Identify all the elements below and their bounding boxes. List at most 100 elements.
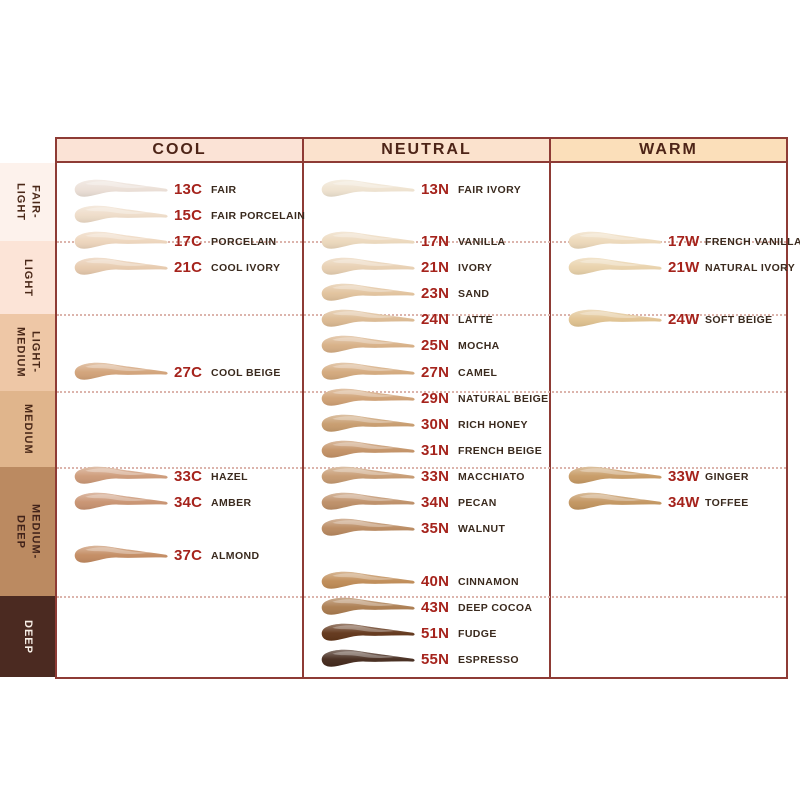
shade-name: MACCHIATO [458, 471, 525, 484]
shade-code: 33W [668, 468, 700, 486]
column-header-row: COOL NEUTRAL WARM [57, 139, 786, 163]
shade-code: 23N [421, 285, 450, 303]
shade-name: FRENCH BEIGE [458, 445, 543, 457]
shade-name: PORCELAIN [211, 235, 277, 248]
foundation-swatch-icon [568, 493, 662, 510]
shade-name: AMBER [211, 497, 252, 510]
shade-item: 43N DEEP COCOA [304, 594, 532, 620]
shade-name: ALMOND [211, 549, 260, 562]
foundation-swatch-icon [74, 257, 168, 275]
shade-item: 24N LATTE [304, 307, 493, 333]
shade-code: 21N [421, 258, 450, 276]
shade-item: 55N ESPRESSO [304, 647, 519, 673]
shade-code: 13N [421, 180, 450, 198]
shade-name: VANILLA [458, 235, 506, 248]
shade-name: SAND [458, 288, 490, 301]
shade-item: 33N MACCHIATO [304, 464, 525, 490]
foundation-swatch-icon [321, 362, 415, 380]
column-cool: 13C FAIR 15C FAIR PORCELAIN 17C PORCELAI… [57, 163, 306, 677]
shade-item: 33W GINGER [551, 464, 749, 490]
shade-name: NATURAL BEIGE [458, 392, 549, 405]
group-separator-line [57, 241, 786, 243]
foundation-swatch-icon [321, 388, 415, 406]
shade-item: 17W FRENCH VANILLA [551, 228, 800, 254]
foundation-swatch-icon [321, 310, 415, 327]
depth-group-label: LIGHT- MEDIUM [14, 327, 42, 378]
depth-group-medium-deep: MEDIUM- DEEP [0, 467, 55, 596]
foundation-swatch-icon [321, 623, 415, 641]
shade-item: 21C COOL IVORY [57, 254, 280, 280]
shade-item: 34N PECAN [304, 490, 497, 516]
shade-name: COOL BEIGE [211, 366, 281, 379]
shade-item: 23N SAND [304, 281, 489, 307]
foundation-swatch-icon [321, 179, 415, 197]
shade-code: 33N [421, 468, 450, 486]
shade-name: SOFT BEIGE [705, 314, 773, 327]
shade-name: RICH HONEY [458, 418, 528, 431]
shade-name: FAIR IVORY [458, 183, 522, 196]
shade-name: GINGER [705, 471, 749, 484]
shade-name: FRENCH VANILLA [705, 235, 800, 248]
foundation-swatch-icon [321, 466, 415, 484]
foundation-swatch-icon [74, 466, 168, 484]
foundation-swatch-icon [321, 440, 415, 458]
shade-item: 21W NATURAL IVORY [551, 254, 795, 280]
column-header-cool: COOL [57, 139, 304, 161]
depth-group-label: MEDIUM- DEEP [14, 503, 42, 560]
depth-group-label: LIGHT [21, 258, 34, 297]
depth-sidebar: FAIR- LIGHT LIGHT LIGHT- MEDIUM MEDIUM M… [0, 163, 55, 677]
shade-item: 17N VANILLA [304, 228, 506, 254]
shade-name: COOL IVORY [211, 261, 281, 274]
foundation-swatch-icon [321, 493, 415, 510]
shade-name: NATURAL IVORY [705, 261, 796, 274]
shade-name: FAIR [211, 183, 237, 196]
shade-item: 30N RICH HONEY [304, 411, 528, 437]
foundation-swatch-icon [568, 310, 662, 327]
shade-item: 25N MOCHA [304, 333, 500, 359]
group-separator-line [57, 467, 786, 469]
shade-code: 17C [174, 232, 203, 250]
foundation-swatch-icon [568, 257, 662, 275]
shade-code: 24W [668, 311, 700, 329]
shade-code: 51N [421, 625, 450, 643]
depth-group-medium: MEDIUM [0, 391, 55, 467]
shade-code: 43N [421, 598, 450, 616]
shade-code: 33C [174, 468, 203, 486]
group-separator-line [57, 596, 786, 598]
foundation-swatch-icon [74, 545, 168, 563]
shade-item: 24W SOFT BEIGE [551, 307, 773, 333]
shade-item: 37C ALMOND [57, 542, 259, 568]
shade-name: FAIR PORCELAIN [211, 209, 306, 222]
shade-name: ESPRESSO [458, 654, 519, 667]
shade-code: 34C [174, 494, 203, 512]
table-body: 13C FAIR 15C FAIR PORCELAIN 17C PORCELAI… [57, 163, 800, 677]
shade-name: LATTE [458, 314, 494, 327]
shade-item: 31N FRENCH BEIGE [304, 438, 542, 464]
foundation-swatch-icon [568, 466, 662, 484]
shade-code: 21C [174, 258, 203, 276]
column-neutral: 13N FAIR IVORY 17N VANILLA 21N IVORY 23N… [304, 163, 551, 677]
shade-table: COOL NEUTRAL WARM 13C FAIR 15C FAIR P [55, 137, 800, 679]
shade-code: 37C [174, 546, 203, 564]
shade-code: 34N [421, 494, 450, 512]
shade-code: 30N [421, 415, 450, 433]
shade-name: PECAN [458, 497, 497, 510]
shade-item: 40N CINNAMON [304, 568, 519, 594]
group-separator-line [57, 314, 786, 316]
shade-item: 51N FUDGE [304, 621, 497, 647]
shade-code: 17W [668, 232, 700, 250]
shade-name: MOCHA [458, 340, 500, 353]
shade-item: 34W TOFFEE [551, 490, 749, 516]
shade-code: 15C [174, 206, 203, 224]
shade-code: 55N [421, 651, 450, 669]
column-header-neutral: NEUTRAL [304, 139, 551, 161]
foundation-swatch-icon [321, 414, 415, 432]
foundation-swatch-icon [74, 231, 168, 249]
shade-name: CAMEL [458, 366, 498, 379]
depth-group-deep: DEEP [0, 596, 55, 677]
shade-code: 31N [421, 442, 450, 459]
foundation-swatch-icon [321, 597, 415, 615]
shade-code: 13C [174, 180, 203, 198]
group-separator-line [57, 391, 786, 393]
shade-code: 24N [421, 311, 450, 329]
